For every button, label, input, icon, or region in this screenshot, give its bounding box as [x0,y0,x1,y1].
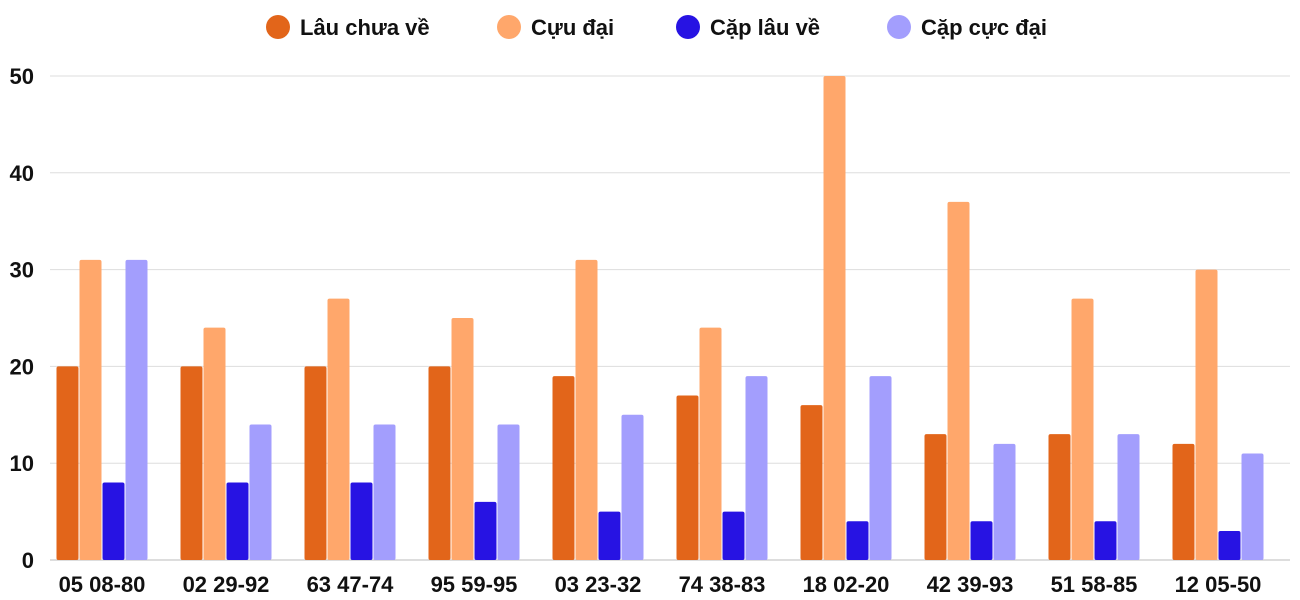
bar[interactable] [722,511,745,560]
bar[interactable] [474,501,497,560]
bar[interactable] [575,259,598,560]
x-category-label: 42 39-93 [927,572,1014,597]
bar[interactable] [993,443,1016,560]
x-category-label: 03 23-32 [555,572,642,597]
bars [56,76,1264,560]
bar-group [180,327,272,560]
bar[interactable] [924,434,947,560]
bar-group [552,259,644,560]
bar[interactable] [947,201,970,560]
legend-item[interactable]: Cựu đại [497,15,614,40]
x-category-label: 12 05-50 [1175,572,1262,597]
y-axis-ticks: 0 10 20 30 40 50 [10,64,34,573]
bar[interactable] [451,318,474,560]
bar[interactable] [676,395,699,560]
x-category-label: 63 47-74 [307,572,395,597]
bar[interactable] [125,259,148,560]
legend-item[interactable]: Cặp lâu về [676,15,820,40]
bar[interactable] [249,424,272,560]
y-tick-label: 10 [10,451,34,476]
bar[interactable] [102,482,125,560]
bar[interactable] [79,259,102,560]
x-axis-categories: 05 08-80 02 29-92 63 47-74 95 59-95 03 23-32… [59,572,1262,597]
legend-swatch [266,15,290,39]
legend: Lâu chưa về Cựu đại Cặp lâu về Cặp cực đại [266,15,1047,40]
legend-swatch [676,15,700,39]
x-category-label: 74 38-83 [679,572,766,597]
bar[interactable] [699,327,722,560]
bar-group [428,318,520,560]
legend-swatch [497,15,521,39]
bar[interactable] [869,376,892,560]
bar[interactable] [1218,530,1241,560]
bar[interactable] [226,482,249,560]
y-tick-label: 0 [22,548,34,573]
bar[interactable] [180,366,203,560]
bar[interactable] [56,366,79,560]
y-tick-label: 30 [10,258,34,283]
legend-label: Cựu đại [531,15,614,40]
bar[interactable] [970,521,993,560]
bar[interactable] [1048,434,1071,560]
legend-label: Lâu chưa về [300,15,430,40]
bar[interactable] [1172,443,1195,560]
x-category-label: 18 02-20 [803,572,890,597]
bar-group [1048,298,1140,560]
bar-group [676,327,768,560]
bar[interactable] [1071,298,1094,560]
bar[interactable] [621,414,644,560]
bar[interactable] [1094,521,1117,560]
bar[interactable] [846,521,869,560]
bar[interactable] [373,424,396,560]
bar[interactable] [800,405,823,560]
x-category-label: 02 29-92 [183,572,270,597]
y-tick-label: 50 [10,64,34,89]
bar[interactable] [203,327,226,560]
bar-group [56,259,148,560]
x-category-label: 05 08-80 [59,572,146,597]
x-category-label: 95 59-95 [431,572,518,597]
bar[interactable] [745,376,768,560]
bar[interactable] [823,76,846,560]
x-category-label: 51 58-85 [1051,572,1138,597]
bar[interactable] [304,366,327,560]
bar[interactable] [497,424,520,560]
bar[interactable] [327,298,350,560]
bar[interactable] [598,511,621,560]
legend-label: Cặp cực đại [921,15,1047,40]
bar-group [800,76,892,560]
bar[interactable] [552,376,575,560]
bar[interactable] [1241,453,1264,560]
bar-group [1172,269,1264,560]
bar[interactable] [350,482,373,560]
bar[interactable] [1195,269,1218,560]
bar[interactable] [1117,434,1140,560]
bar-group [924,201,1016,560]
legend-label: Cặp lâu về [710,15,820,40]
legend-item[interactable]: Lâu chưa về [266,15,430,40]
y-tick-label: 20 [10,354,34,379]
legend-swatch [887,15,911,39]
y-tick-label: 40 [10,161,34,186]
bar-group [304,298,396,560]
bar[interactable] [428,366,451,560]
legend-item[interactable]: Cặp cực đại [887,15,1047,40]
